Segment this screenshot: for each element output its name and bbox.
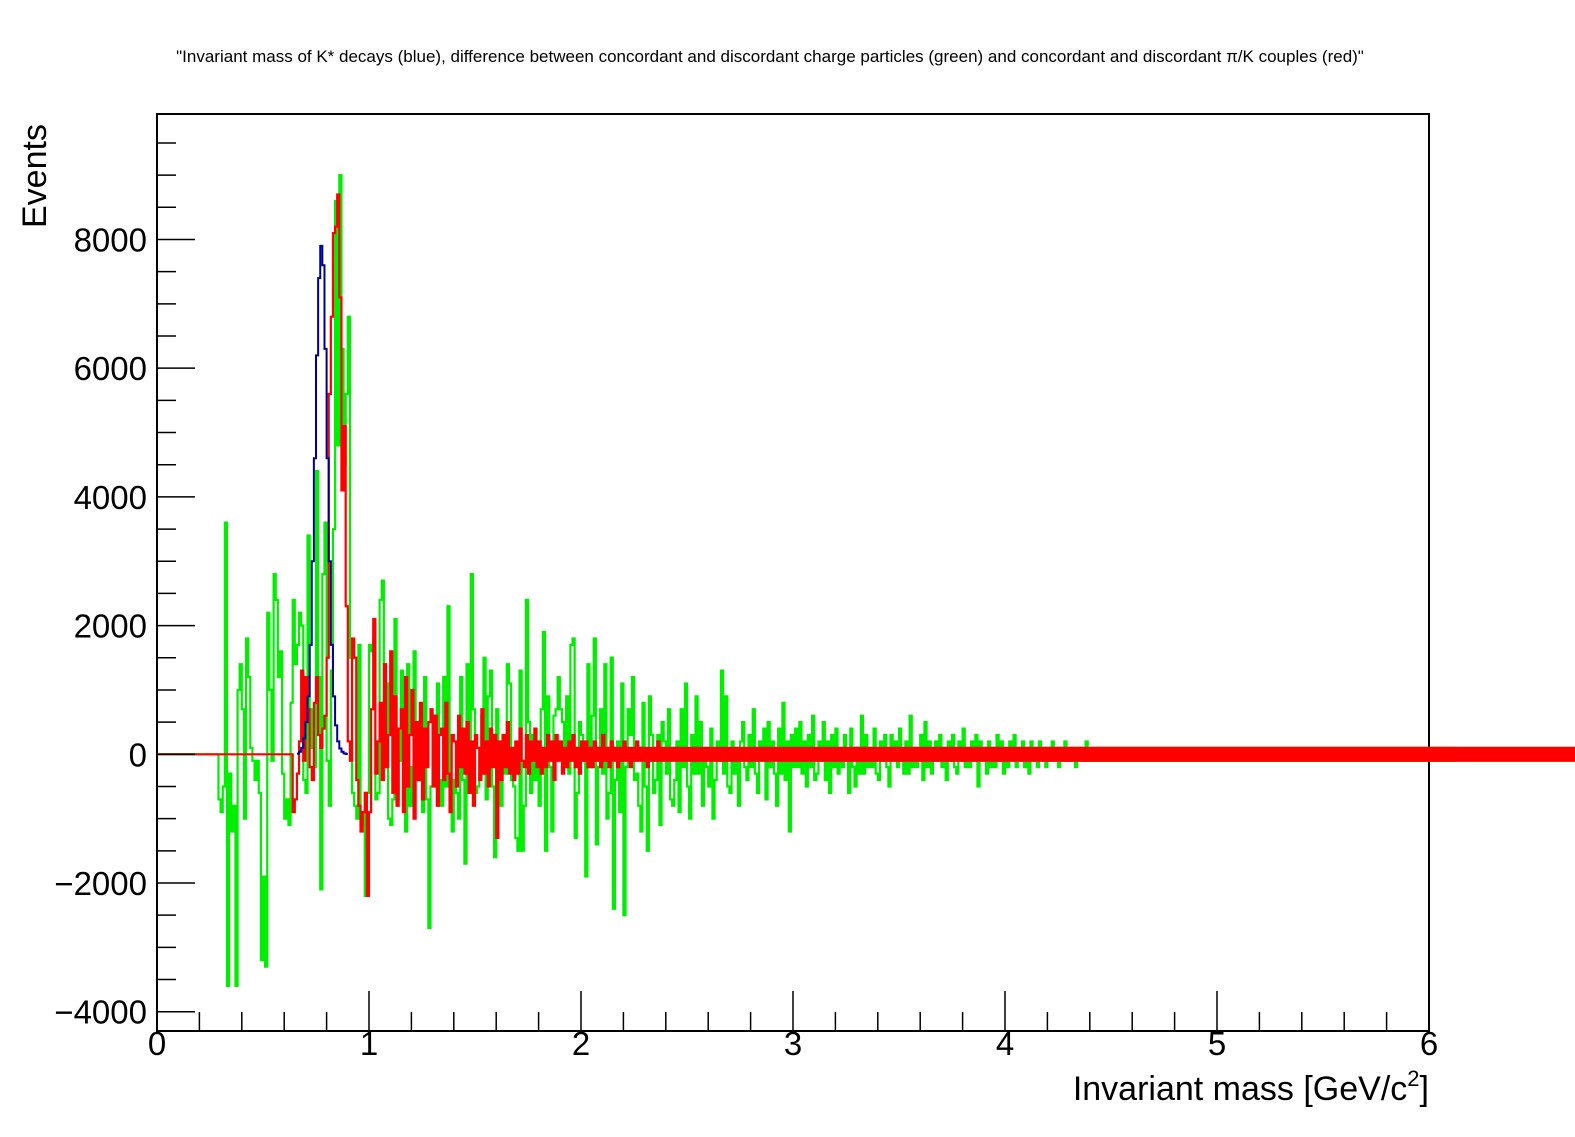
y-tick-label: −2000 [54,865,147,902]
chart-title: "Invariant mass of K* decays (blue), dif… [176,47,1364,66]
y-tick-label: 6000 [74,350,147,387]
y-tick-label: 0 [129,736,147,773]
series-0 [157,174,1457,988]
series-2 [296,244,348,755]
x-tick-label: 4 [996,1025,1014,1062]
plot-area [157,174,1575,988]
series-line [296,244,348,755]
plot-frame [156,113,1430,1032]
y-axis-label: Events [16,124,54,228]
x-axis-label: Invariant mass [GeV/c2] [1073,1066,1429,1108]
y-tick-label: 2000 [74,608,147,645]
x-axis-label-sup: 2 [1407,1066,1419,1091]
y-axis: −4000 −2000 0 2000 4000 6000 8000 [54,142,195,1031]
series-line [157,193,1575,897]
x-tick-label: 2 [572,1025,590,1062]
x-tick-label: 3 [784,1025,802,1062]
x-tick-label: 0 [148,1025,166,1062]
series-line [157,174,1457,988]
x-axis-label-main: Invariant mass [GeV/c [1073,1070,1407,1108]
y-tick-label: 4000 [74,479,147,516]
x-tick-label: 6 [1420,1025,1438,1062]
x-tick-label: 5 [1208,1025,1226,1062]
x-axis-label-close: ] [1420,1070,1429,1108]
x-axis: 0 1 2 3 4 5 6 [148,991,1438,1062]
series-1 [157,193,1575,897]
y-tick-label: −4000 [54,994,147,1031]
y-tick-label: 8000 [74,221,147,258]
x-tick-label: 1 [360,1025,378,1062]
